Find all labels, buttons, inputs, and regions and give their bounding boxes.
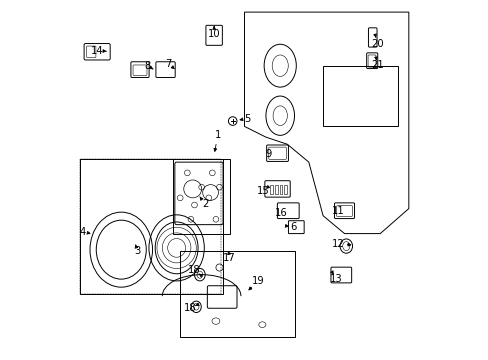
Bar [284, 185, 286, 194]
Bar [274, 185, 277, 194]
Text: 1: 1 [214, 130, 221, 140]
Text: 10: 10 [207, 28, 220, 39]
Text: 14: 14 [91, 46, 103, 56]
Text: 4: 4 [80, 227, 86, 237]
Text: 9: 9 [264, 149, 271, 159]
Text: 5: 5 [244, 113, 250, 123]
Text: 17: 17 [223, 253, 235, 263]
Bar [270, 185, 272, 194]
Text: 7: 7 [165, 59, 172, 69]
Text: 18: 18 [187, 265, 200, 275]
Text: 21: 21 [370, 60, 383, 70]
Text: 13: 13 [330, 274, 342, 284]
Text: 15: 15 [256, 186, 269, 197]
Text: 8: 8 [144, 61, 150, 71]
Text: 3: 3 [134, 247, 140, 256]
Text: 2: 2 [202, 199, 208, 209]
Text: 16: 16 [274, 208, 287, 218]
Text: 12: 12 [331, 239, 344, 249]
Text: 19: 19 [251, 276, 264, 286]
Text: 20: 20 [370, 39, 383, 49]
Bar [279, 185, 282, 194]
Text: 18: 18 [183, 303, 196, 313]
Text: 6: 6 [290, 222, 296, 232]
Text: 11: 11 [331, 206, 344, 216]
